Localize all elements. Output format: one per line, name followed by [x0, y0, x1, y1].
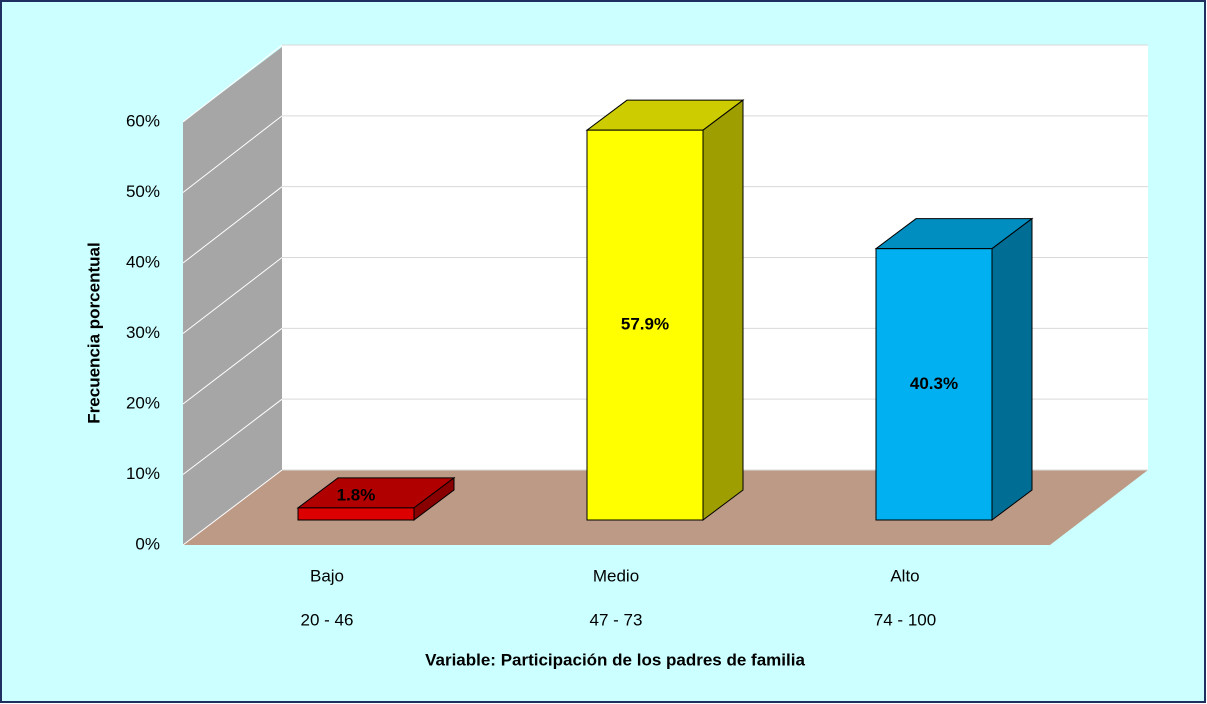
bar [875, 248, 993, 521]
bar [297, 507, 415, 521]
y-tick-label: 0% [135, 534, 160, 553]
value-label: 1.8% [337, 485, 376, 504]
y-tick-label: 60% [126, 111, 160, 130]
y-tick-label: 10% [126, 464, 160, 483]
grid-line [182, 469, 283, 546]
y-tick-label: 20% [126, 393, 160, 412]
bar-side [991, 217, 1033, 521]
x-tick-label: Medio [593, 566, 639, 585]
grid-line [182, 257, 283, 334]
x-tick-sublabel: 47 - 73 [590, 610, 643, 629]
grid-line [182, 44, 283, 123]
value-label: 40.3% [910, 374, 958, 393]
grid-line [182, 115, 283, 193]
y-axis-label: Frecuencia porcentual [84, 242, 103, 423]
grid-line [182, 327, 283, 405]
x-tick-label: Bajo [310, 566, 344, 585]
y-tick-label: 30% [126, 323, 160, 342]
y-tick-label: 40% [126, 252, 160, 271]
x-tick-label: Alto [890, 566, 919, 585]
bar [586, 129, 704, 521]
y-tick-label: 50% [126, 182, 160, 201]
x-tick-sublabel: 74 - 100 [874, 610, 936, 629]
x-axis-label: Variable: Participación de los padres de… [425, 650, 805, 669]
x-tick-sublabel: 20 - 46 [301, 610, 354, 629]
bar-side [702, 99, 744, 521]
grid-line [182, 186, 283, 264]
grid-line [182, 398, 283, 475]
value-label: 57.9% [621, 315, 669, 334]
